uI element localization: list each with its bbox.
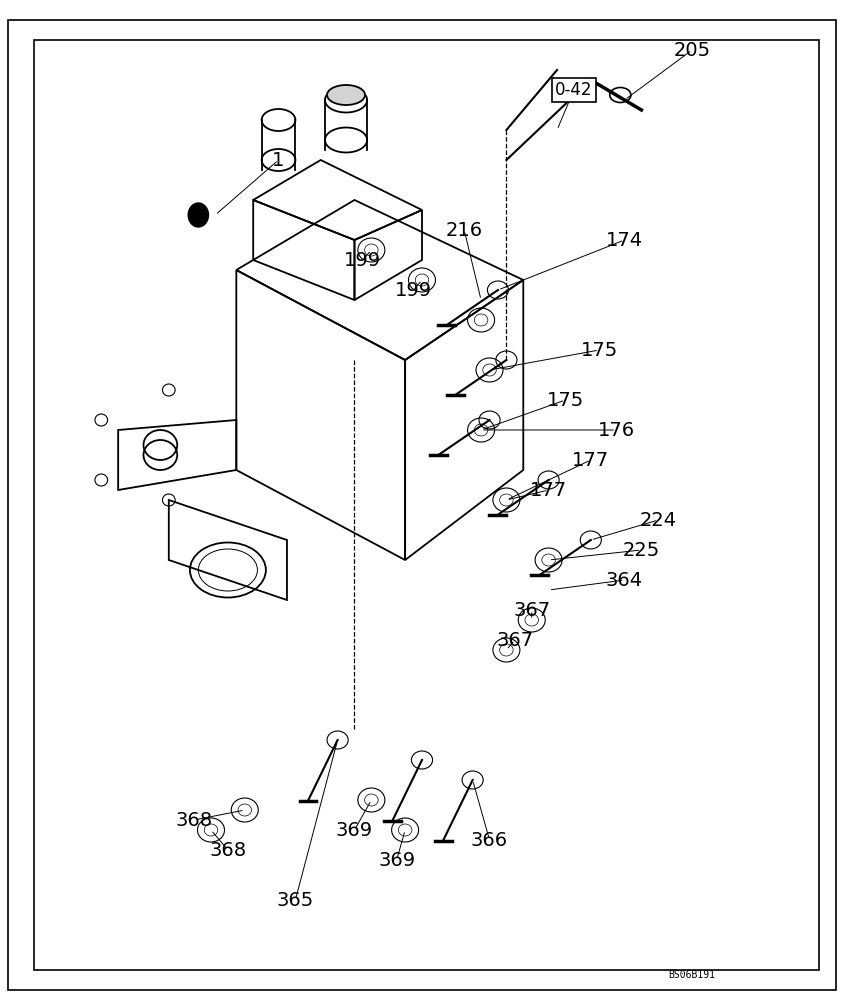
Text: 225: 225 — [623, 540, 660, 560]
Text: 177: 177 — [572, 450, 609, 470]
Text: 364: 364 — [606, 570, 643, 589]
Text: 368: 368 — [209, 840, 246, 859]
Text: 365: 365 — [277, 890, 314, 910]
Text: 175: 175 — [581, 340, 618, 360]
Text: 174: 174 — [606, 231, 643, 249]
Text: 368: 368 — [176, 810, 213, 830]
Ellipse shape — [327, 85, 365, 105]
Text: BS06B191: BS06B191 — [668, 970, 716, 980]
Text: 199: 199 — [395, 280, 432, 300]
Text: 367: 367 — [496, 631, 533, 650]
Text: 1: 1 — [273, 150, 284, 169]
Text: 205: 205 — [674, 40, 711, 60]
Text: 224: 224 — [640, 510, 677, 530]
Text: 0-42: 0-42 — [555, 81, 592, 99]
Text: 367: 367 — [513, 600, 550, 619]
Text: 366: 366 — [471, 830, 508, 850]
Text: 369: 369 — [378, 850, 415, 869]
Text: 369: 369 — [336, 820, 373, 840]
Text: 177: 177 — [530, 481, 567, 499]
Text: 199: 199 — [344, 250, 381, 269]
Text: 175: 175 — [547, 390, 584, 410]
Circle shape — [188, 203, 208, 227]
Text: 176: 176 — [598, 420, 635, 440]
Text: 216: 216 — [446, 221, 483, 239]
